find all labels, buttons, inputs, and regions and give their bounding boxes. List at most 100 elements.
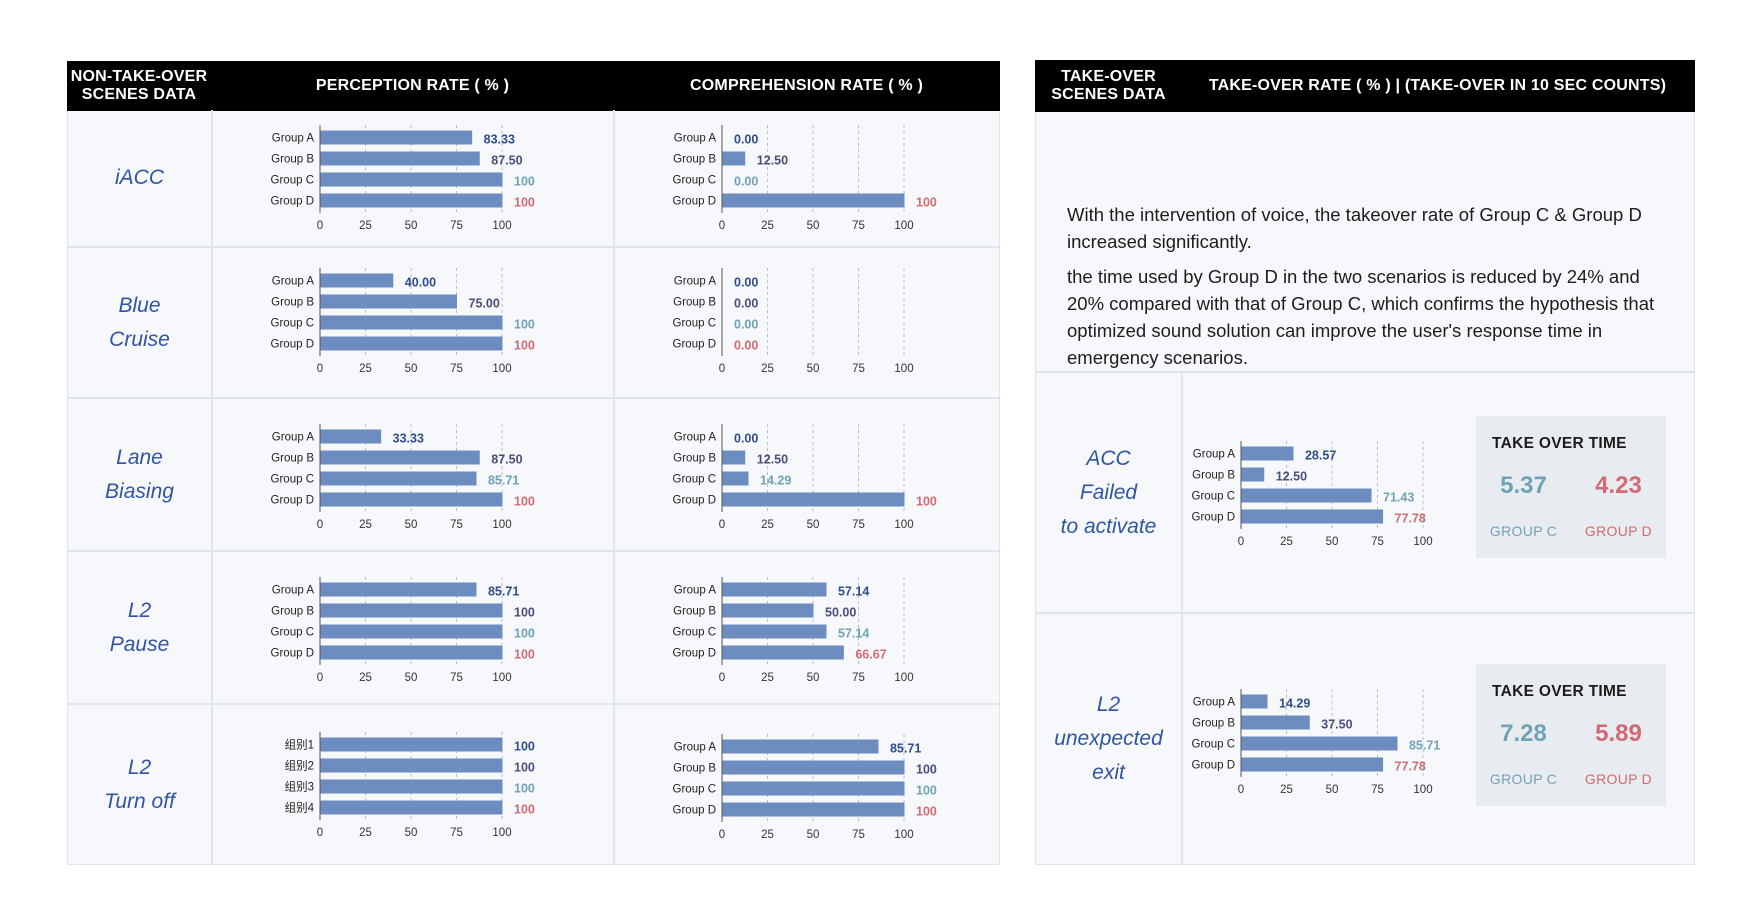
category-label: Group C	[271, 175, 314, 187]
x-tick-label: 50	[807, 672, 820, 684]
data-label: 100	[514, 318, 535, 332]
category-label: Group D	[673, 196, 716, 208]
bar	[722, 193, 905, 208]
group-c-time: 7.28	[1500, 720, 1547, 747]
data-label: 100	[514, 196, 535, 210]
chart-comprehension-l2-pause: 0 25 50 75 100 Group A 57.14 Group B 50.00 Group …	[652, 577, 914, 684]
bar	[722, 802, 905, 817]
x-tick-label: 100	[492, 519, 511, 531]
take-over-time-title: TAKE OVER TIME	[1492, 683, 1627, 700]
x-tick-label: 50	[807, 220, 820, 232]
chart-comprehension-lane-biasing: 0 25 50 75 100 Group A 0.00 Group B 12.50 Group C…	[652, 424, 937, 531]
x-tick-label: 75	[1371, 536, 1384, 548]
scene-label-line: Lane	[116, 445, 163, 469]
bar	[722, 603, 814, 618]
category-label: Group D	[271, 196, 314, 208]
divider	[1181, 371, 1183, 864]
x-tick-label: 25	[761, 672, 774, 684]
x-tick-label: 25	[761, 220, 774, 232]
bar	[320, 737, 503, 752]
x-tick-label: 0	[317, 363, 323, 375]
bar	[320, 779, 503, 794]
divider	[68, 246, 999, 248]
data-label: 0.00	[734, 276, 758, 290]
data-label: 83.33	[484, 133, 515, 147]
chart-perception-l2-pause: 0 25 50 75 100 Group A 85.71 Group B 100 Group C 1…	[250, 577, 535, 684]
data-label: 100	[514, 803, 535, 817]
category-label: Group B	[673, 154, 716, 166]
bar	[320, 336, 503, 351]
x-tick-label: 100	[492, 827, 511, 839]
x-tick-label: 100	[492, 220, 511, 232]
category-label: Group B	[271, 154, 314, 166]
data-label: 100	[514, 740, 535, 754]
scene-label-lane-biasing: Lane Biasing	[68, 399, 211, 550]
data-label: 57.14	[838, 585, 869, 599]
group-d-time: 4.23	[1595, 472, 1642, 499]
takeover-panel: TAKE-OVER SCENES DATA TAKE-OVER RATE ( % …	[1034, 59, 1695, 865]
data-label: 85.71	[488, 474, 519, 488]
category-label: Group B	[1192, 718, 1235, 730]
data-label: 100	[514, 782, 535, 796]
x-tick-label: 100	[492, 672, 511, 684]
x-tick-label: 0	[1238, 784, 1244, 796]
data-label: 100	[514, 627, 535, 641]
bar-chart-svg: 0 25 50 75 100 组别1 100 组别2 100 组别3 100 组别4 100	[285, 732, 535, 839]
x-tick-label: 75	[450, 672, 463, 684]
bar	[1241, 694, 1268, 709]
data-label: 75.00	[469, 297, 500, 311]
bar	[320, 294, 457, 309]
right-header: TAKE-OVER SCENES DATA TAKE-OVER RATE ( % …	[1034, 59, 1695, 112]
x-tick-label: 100	[1413, 536, 1432, 548]
x-tick-label: 75	[852, 220, 865, 232]
category-label: Group A	[674, 742, 717, 754]
findings-note: With the intervention of voice, the take…	[1067, 201, 1657, 379]
bar	[722, 492, 905, 507]
header-scenes-label: NON-TAKE-OVER SCENES DATA	[70, 67, 208, 103]
data-label: 12.50	[1276, 470, 1307, 484]
group-d-label: GROUP D	[1584, 771, 1653, 787]
data-label: 0.00	[734, 175, 758, 189]
bar	[320, 582, 477, 597]
x-tick-label: 75	[852, 829, 865, 841]
x-tick-label: 100	[492, 363, 511, 375]
scene-label-line: exit	[1092, 761, 1125, 784]
data-label: 77.78	[1395, 760, 1426, 774]
bar	[722, 151, 746, 166]
scene-label-line: to activate	[1060, 514, 1157, 538]
scene-label-line: Biasing	[105, 479, 174, 503]
divider	[68, 550, 999, 552]
x-tick-label: 0	[317, 220, 323, 232]
data-label: 14.29	[1279, 697, 1310, 711]
scene-label-line: L2	[127, 598, 152, 622]
category-label: 组别1	[285, 738, 314, 752]
left-header: NON-TAKE-OVER SCENES DATA PERCEPTION RATE…	[66, 60, 1000, 111]
bar	[722, 739, 879, 754]
data-label: 12.50	[757, 154, 788, 168]
x-tick-label: 100	[894, 672, 913, 684]
category-label: Group C	[271, 627, 314, 639]
data-label: 87.50	[491, 154, 522, 168]
take-over-time-card: TAKE OVER TIME 7.28 5.89 GROUP C GROUP D	[1476, 664, 1666, 806]
category-label: Group D	[271, 648, 314, 660]
category-label: Group B	[673, 297, 716, 309]
x-tick-label: 25	[359, 827, 372, 839]
bar	[1241, 715, 1310, 730]
x-tick-label: 75	[450, 519, 463, 531]
bar	[1241, 467, 1265, 482]
bar	[320, 193, 503, 208]
group-c-label: GROUP C	[1489, 771, 1558, 787]
bar	[320, 471, 477, 486]
data-label: 57.14	[838, 627, 869, 641]
x-tick-label: 25	[359, 363, 372, 375]
bar-chart-svg: 0 25 50 75 100 Group A 0.00 Group B 12.50 Group C…	[673, 424, 937, 531]
x-tick-label: 75	[450, 220, 463, 232]
scene-label-l2-turn-off: L2 Turn off	[68, 705, 211, 864]
data-label: 100	[514, 495, 535, 509]
x-tick-label: 0	[317, 519, 323, 531]
divider	[1036, 371, 1694, 373]
x-tick-label: 75	[1371, 784, 1384, 796]
chart-perception-lane-biasing: 0 25 50 75 100 Group A 33.33 Group B 87.50 Group …	[250, 424, 535, 531]
findings-paragraph-1: With the intervention of voice, the take…	[1067, 204, 1642, 252]
group-c-time: 5.37	[1500, 472, 1547, 499]
